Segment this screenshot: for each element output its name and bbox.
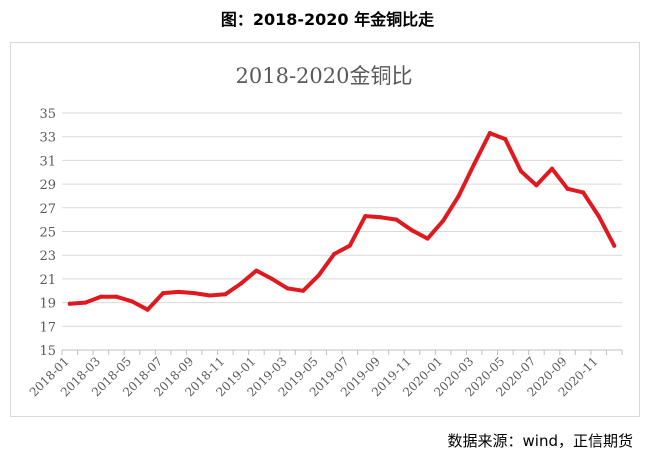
data-point — [612, 243, 617, 248]
data-point — [363, 214, 368, 219]
data-point — [596, 214, 601, 219]
data-point — [534, 183, 539, 188]
data-point — [254, 268, 259, 273]
data-point — [487, 131, 492, 136]
y-tick-label: 21 — [39, 273, 56, 288]
data-point — [285, 286, 290, 291]
data-point — [565, 186, 570, 191]
y-tick-label: 33 — [39, 131, 56, 146]
data-point — [207, 293, 212, 298]
data-point — [176, 289, 181, 294]
y-tick-label: 29 — [39, 178, 56, 193]
data-point — [472, 161, 477, 166]
y-tick-label: 31 — [39, 154, 56, 169]
data-point — [503, 137, 508, 142]
y-tick-label: 23 — [39, 249, 56, 264]
data-point — [550, 166, 554, 171]
data-point — [332, 252, 337, 257]
data-point — [161, 291, 166, 296]
data-point — [347, 243, 352, 248]
data-point — [83, 300, 88, 305]
chart-frame: 2018-2020金铜比 15 17 19 21 23 25 27 29 31 33 35 2018… — [10, 42, 640, 417]
data-point — [425, 236, 430, 241]
data-point — [223, 292, 228, 297]
data-point — [192, 291, 197, 296]
y-tick-label: 15 — [39, 344, 56, 359]
data-point — [456, 193, 461, 198]
data-point — [98, 294, 103, 299]
series-layer — [67, 131, 617, 312]
figure-caption: 图：2018-2020 年金铜比走 — [220, 10, 435, 29]
data-point — [270, 276, 274, 281]
x-axis: 2018-012018-032018-052018-072018-092018-… — [27, 349, 623, 399]
data-point — [410, 228, 414, 233]
data-point — [378, 215, 383, 220]
data-point — [394, 217, 399, 222]
y-axis: 15 17 19 21 23 25 27 29 31 33 35 — [39, 107, 56, 359]
data-point — [238, 281, 243, 286]
chart-title: 2018-2020金铜比 — [236, 64, 413, 88]
y-tick-label: 17 — [39, 320, 56, 335]
y-tick-label: 19 — [39, 297, 56, 312]
y-tick-label: 27 — [39, 202, 56, 217]
line-chart: 2018-2020金铜比 15 17 19 21 23 25 27 29 31 33 35 2018… — [27, 64, 623, 399]
y-tick-label: 35 — [39, 107, 56, 122]
y-tick-label: 25 — [39, 226, 56, 241]
data-point — [145, 307, 150, 312]
data-point — [316, 273, 321, 278]
data-point — [518, 169, 523, 174]
data-point — [581, 190, 586, 195]
series-line — [67, 131, 617, 312]
data-point — [441, 218, 446, 223]
data-point — [114, 294, 119, 299]
data-point — [67, 301, 72, 306]
data-point — [301, 288, 306, 293]
data-point — [130, 299, 134, 304]
source-note: 数据来源：wind，正信期货 — [447, 432, 633, 450]
gridlines — [62, 112, 622, 327]
